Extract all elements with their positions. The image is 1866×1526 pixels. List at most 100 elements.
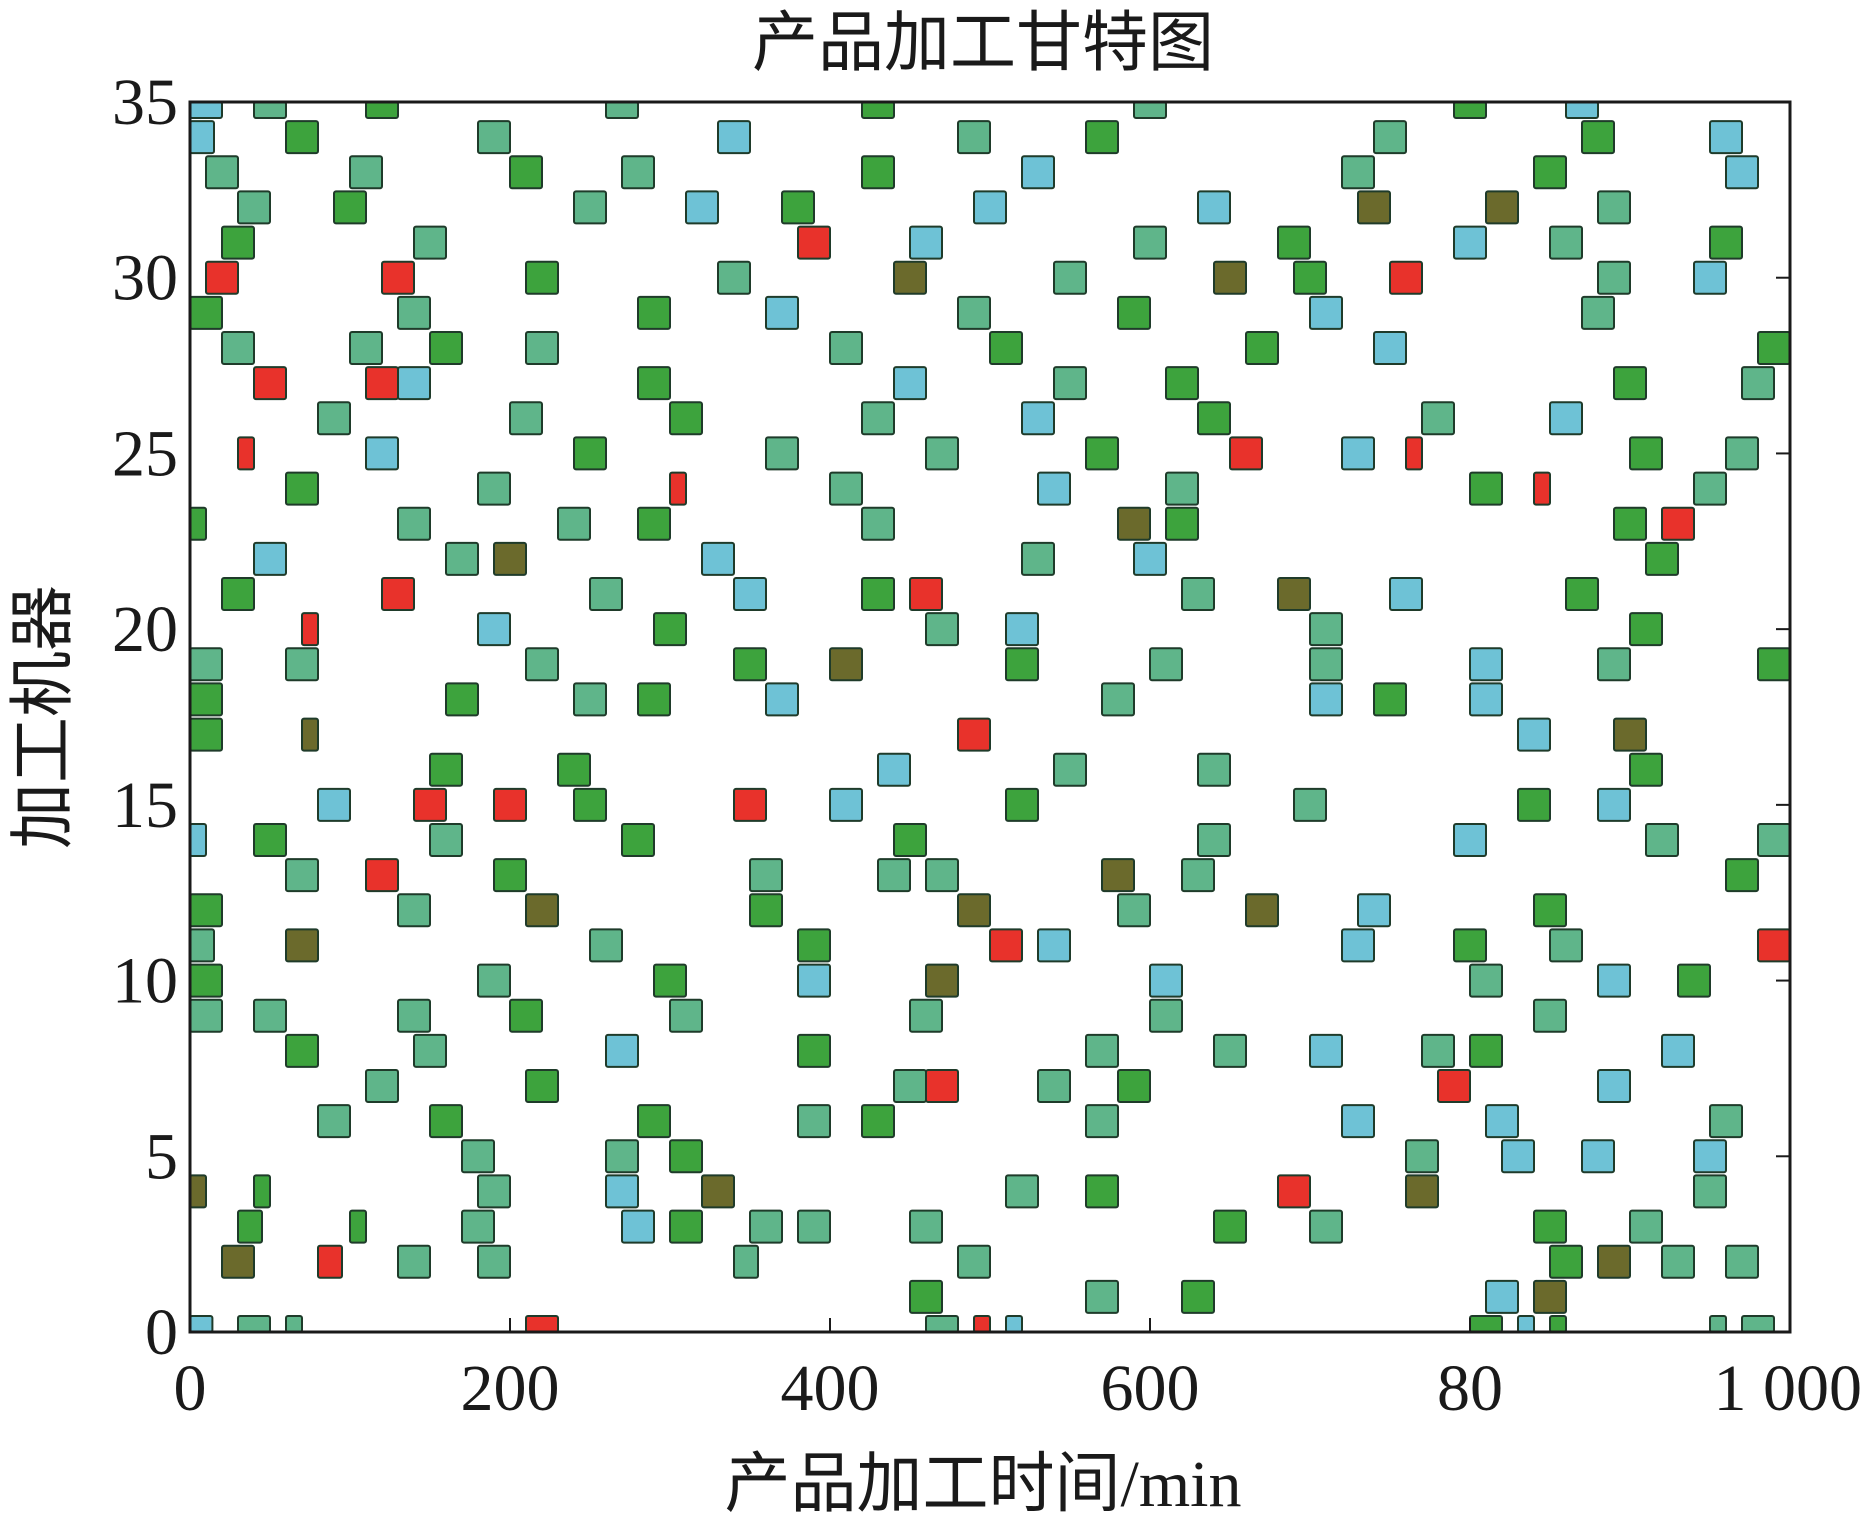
gantt-bar xyxy=(733,647,767,682)
gantt-bar xyxy=(605,1139,639,1174)
gantt-bar xyxy=(1613,717,1647,752)
gantt-bar xyxy=(253,541,287,576)
gantt-bar xyxy=(1485,190,1519,225)
gantt-bar xyxy=(349,155,383,190)
gantt-bar xyxy=(1597,1244,1631,1279)
gantt-bar xyxy=(317,787,351,822)
gantt-bar xyxy=(637,295,671,330)
gantt-bar xyxy=(493,787,527,822)
gantt-bar xyxy=(1197,752,1231,787)
gantt-bar xyxy=(829,331,863,365)
chart-title: 产品加工甘特图 xyxy=(752,7,1214,80)
gantt-bar xyxy=(1757,928,1791,963)
gantt-bar xyxy=(189,647,223,682)
gantt-bar xyxy=(365,366,399,401)
gantt-bar xyxy=(1133,541,1167,576)
gantt-bar xyxy=(557,752,591,787)
gantt-bar xyxy=(1501,1139,1535,1174)
gantt-bar xyxy=(1725,155,1759,190)
gantt-bar xyxy=(189,998,223,1033)
gantt-bar xyxy=(1533,1279,1567,1314)
gantt-bar xyxy=(1101,682,1135,717)
x-tick-label: 0 xyxy=(174,1352,207,1425)
gantt-bar xyxy=(637,366,671,401)
gantt-bar xyxy=(1597,260,1631,295)
gantt-bar xyxy=(1613,506,1647,541)
gantt-bar xyxy=(1709,120,1743,155)
gantt-bar xyxy=(605,1033,639,1068)
gantt-bar xyxy=(189,928,215,963)
gantt-bar xyxy=(765,682,799,717)
y-tick-label: 30 xyxy=(112,242,178,315)
gantt-bar xyxy=(957,717,991,752)
gantt-bar xyxy=(1533,155,1567,190)
gantt-bar xyxy=(365,101,399,119)
gantt-bar xyxy=(1149,998,1183,1033)
gantt-bar xyxy=(285,471,319,506)
gantt-bar xyxy=(1053,260,1087,295)
gantt-bar xyxy=(1005,787,1039,822)
gantt-bar xyxy=(1277,1174,1311,1209)
gantt-bar xyxy=(1021,541,1055,576)
gantt-bar xyxy=(1485,1104,1519,1139)
gantt-bar xyxy=(461,1139,495,1174)
gantt-bar xyxy=(909,1209,943,1244)
gantt-bar xyxy=(349,1209,367,1244)
gantt-bar xyxy=(525,260,559,295)
gantt-bar xyxy=(429,1104,463,1139)
gantt-bar xyxy=(1309,1209,1343,1244)
gantt-bar xyxy=(1133,225,1167,260)
gantt-bar xyxy=(477,612,511,647)
gantt-bar xyxy=(1037,471,1071,506)
gantt-bar xyxy=(621,823,655,857)
gantt-bar xyxy=(1117,893,1151,928)
gantt-bar xyxy=(253,998,287,1033)
gantt-bar xyxy=(477,1174,511,1209)
gantt-bar xyxy=(973,1315,991,1333)
gantt-bar xyxy=(1469,682,1503,717)
gantt-bar xyxy=(1309,295,1343,330)
gantt-bar xyxy=(749,893,783,928)
gantt-bar xyxy=(781,190,815,225)
gantt-bar xyxy=(637,1104,671,1139)
gantt-bar xyxy=(1405,436,1423,471)
gantt-bar xyxy=(1085,120,1119,155)
gantt-bar xyxy=(1565,101,1599,119)
gantt-bar xyxy=(1581,1139,1615,1174)
gantt-bar xyxy=(765,295,799,330)
gantt-bar xyxy=(669,1209,703,1244)
gantt-bar xyxy=(429,331,463,365)
plot-frame xyxy=(188,100,1792,1334)
gantt-bar xyxy=(301,612,319,647)
gantt-bar xyxy=(1245,893,1279,928)
gantt-bar xyxy=(253,823,287,857)
gantt-bar xyxy=(189,120,215,155)
gantt-bar xyxy=(1341,928,1375,963)
gantt-bar xyxy=(621,1209,655,1244)
gantt-bar xyxy=(1709,225,1743,260)
gantt-bar xyxy=(1037,928,1071,963)
gantt-bar xyxy=(1453,823,1487,857)
gantt-bar xyxy=(189,295,223,330)
gantt-bar xyxy=(237,1315,271,1333)
gantt-bar xyxy=(685,190,719,225)
gantt-bar xyxy=(253,1174,271,1209)
gantt-bar xyxy=(669,998,703,1033)
gantt-bar xyxy=(1357,190,1391,225)
gantt-bar xyxy=(573,787,607,822)
y-tick-label: 5 xyxy=(145,1120,178,1193)
gantt-bar xyxy=(1085,1033,1119,1068)
gantt-bar xyxy=(1453,101,1487,119)
gantt-bar xyxy=(189,1315,214,1333)
gantt-bar xyxy=(1165,471,1199,506)
gantt-bar xyxy=(861,577,895,611)
gantt-bar xyxy=(1245,331,1279,365)
gantt-bar xyxy=(589,928,623,963)
gantt-bar xyxy=(957,1244,991,1279)
gantt-bar xyxy=(1005,647,1039,682)
gantt-bar xyxy=(1341,155,1375,190)
gantt-bar xyxy=(957,893,991,928)
gantt-bar xyxy=(861,401,895,436)
x-axis: 0 200 400 600 80 1 000 xyxy=(174,1318,1862,1425)
gantt-bar xyxy=(397,366,431,401)
